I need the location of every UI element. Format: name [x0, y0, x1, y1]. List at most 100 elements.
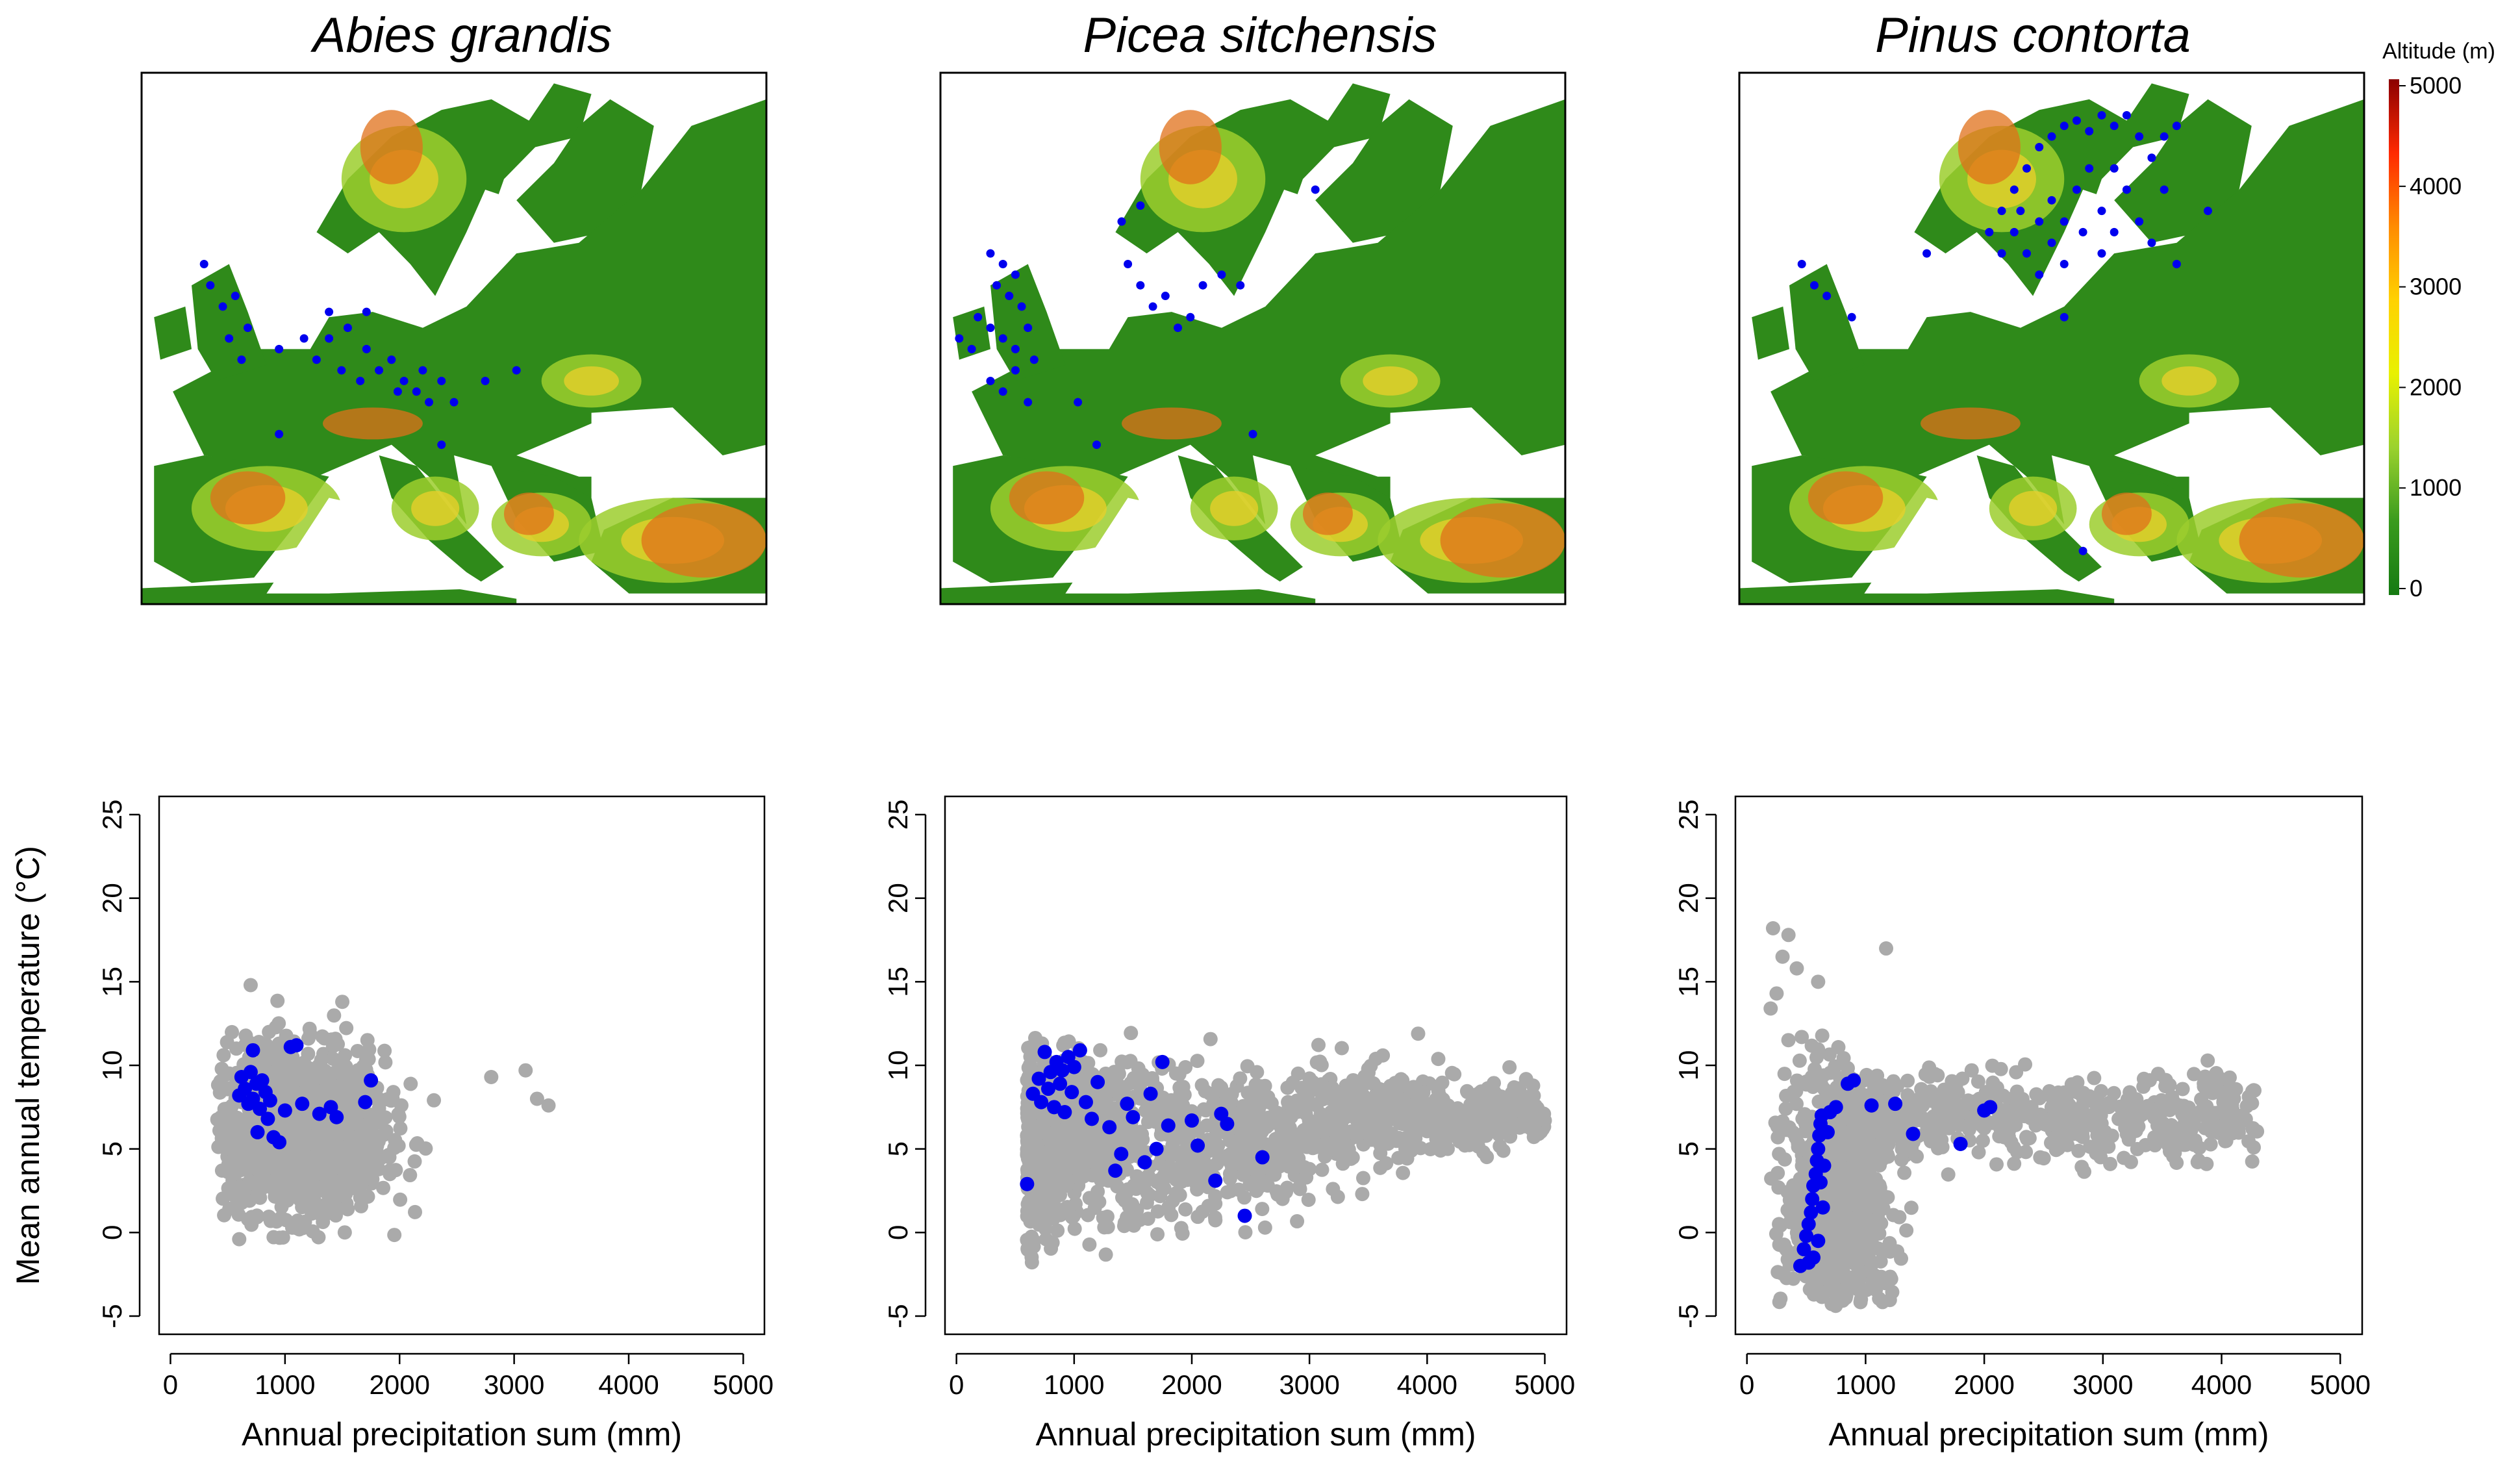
occurrence-point: [2147, 238, 2156, 247]
occurrence-point: [1074, 398, 1083, 407]
background-point: [1791, 1139, 1806, 1154]
background-point: [1094, 1171, 1109, 1186]
occurrence-point: [1124, 259, 1133, 268]
background-point: [1911, 1091, 1926, 1106]
occurrence-point: [1017, 302, 1026, 311]
background-point: [1811, 974, 1826, 989]
background-point: [1237, 1190, 1252, 1205]
occurrence-point: [231, 292, 240, 301]
background-point: [210, 1112, 225, 1127]
background-point: [541, 1098, 556, 1113]
background-point: [1771, 1180, 1786, 1195]
background-point: [1873, 1186, 1888, 1200]
background-point: [2245, 1154, 2260, 1169]
land-finland: [1315, 99, 1453, 243]
sea-area: [1065, 498, 1291, 594]
y-tick-label: 20: [1673, 883, 1704, 913]
background-point: [484, 1070, 499, 1085]
background-point: [1150, 1227, 1165, 1242]
occurrence-point: [218, 302, 227, 311]
species-title: Pinus contorta: [1875, 8, 2191, 63]
background-point: [1852, 1094, 1867, 1109]
background-point: [277, 1152, 292, 1167]
species-point: [1108, 1163, 1123, 1178]
occurrence-point: [2122, 185, 2131, 194]
species-point: [1983, 1100, 1998, 1115]
background-point: [1207, 1130, 1222, 1145]
background-point: [279, 1028, 294, 1043]
background-point: [1324, 1142, 1339, 1157]
background-point: [1772, 1217, 1787, 1232]
occurrence-point: [2047, 238, 2056, 247]
background-point: [403, 1168, 418, 1183]
background-point: [2076, 1096, 2091, 1111]
species-point: [1864, 1098, 1879, 1113]
background-point: [1299, 1170, 1314, 1185]
background-point: [266, 1230, 281, 1245]
background-point: [1869, 1270, 1884, 1285]
occurrence-point: [206, 281, 215, 290]
background-point: [1852, 1225, 1867, 1240]
occurrence-point: [2035, 270, 2044, 279]
background-point: [1476, 1145, 1491, 1160]
background-point: [2194, 1092, 2209, 1107]
background-point: [1780, 1202, 1795, 1217]
occurrence-point: [2097, 110, 2106, 120]
species-point: [1155, 1054, 1170, 1069]
species-point: [1137, 1155, 1152, 1170]
background-point: [1355, 1171, 1370, 1186]
background-point: [1507, 1104, 1522, 1119]
background-point: [1098, 1247, 1113, 1262]
background-point: [1526, 1078, 1541, 1093]
background-point: [2210, 1076, 2224, 1091]
background-point: [1071, 1156, 1086, 1171]
occurrence-point: [481, 376, 490, 385]
background-point: [2088, 1118, 2103, 1133]
background-point: [392, 1110, 407, 1124]
background-point: [1880, 1147, 1895, 1161]
background-point: [1281, 1095, 1296, 1110]
background-point: [1125, 1135, 1140, 1150]
background-point: [377, 1043, 392, 1058]
background-point: [1196, 1102, 1211, 1117]
x-tick-label: 2000: [1954, 1369, 2014, 1400]
background-point: [1894, 1152, 1909, 1167]
background-point: [216, 1191, 231, 1206]
mountain-range: [1302, 492, 1353, 535]
map-frame: [1738, 71, 2365, 605]
highland-peak: [2009, 490, 2058, 526]
background-point: [1220, 1185, 1235, 1200]
background-point: [1496, 1113, 1511, 1128]
species-point: [238, 1082, 253, 1097]
species-point: [1805, 1191, 1820, 1206]
land-continent: [1770, 99, 2364, 525]
occurrence-point: [1024, 324, 1033, 333]
land-finland: [516, 99, 654, 243]
occurrence-point: [2204, 207, 2212, 216]
background-point: [403, 1076, 418, 1091]
x-tick-label: 5000: [1515, 1369, 1575, 1400]
occurrence-point: [1011, 366, 1020, 375]
background-point: [1411, 1026, 1426, 1041]
background-point: [1355, 1187, 1370, 1202]
background-climate-points: [1020, 1026, 1552, 1270]
background-point: [1190, 1054, 1205, 1069]
background-point: [1057, 1035, 1072, 1050]
land-continent: [173, 99, 766, 525]
occurrence-point: [399, 376, 409, 385]
y-tick-label: 10: [1673, 1050, 1704, 1081]
background-point: [222, 1201, 237, 1216]
species-point: [1102, 1120, 1117, 1135]
species-point: [260, 1111, 275, 1126]
background-point: [350, 1043, 365, 1058]
background-point: [1899, 1223, 1914, 1238]
background-point: [1358, 1102, 1373, 1117]
background-point: [1250, 1065, 1265, 1080]
background-point: [1989, 1157, 2004, 1172]
background-point: [385, 1091, 400, 1106]
background-point: [1298, 1082, 1313, 1097]
background-point: [1850, 1184, 1865, 1199]
occurrence-point: [2147, 153, 2156, 162]
background-point: [1339, 1110, 1354, 1124]
background-point: [2131, 1119, 2146, 1134]
